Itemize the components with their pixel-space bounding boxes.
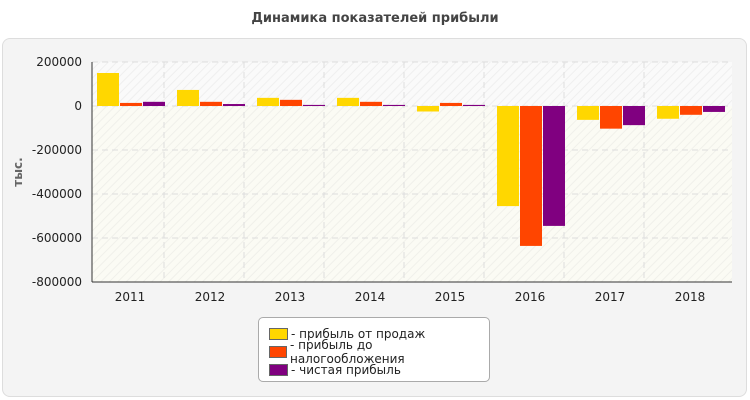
bar-2015-0 [417,106,439,112]
bar-2016-1 [520,106,542,246]
y-tick-label: -800000 [32,275,82,289]
legend-label: - прибыль от продаж [291,327,426,341]
bar-2013-0 [257,97,279,106]
legend-swatch [269,328,288,340]
x-tick-label: 2018 [675,290,706,304]
y-tick-label: -600000 [32,231,82,245]
x-tick-label: 2012 [195,290,226,304]
bar-2018-2 [703,106,725,112]
legend: - прибыль от продаж - прибыль до налогооб… [258,317,490,382]
bar-2012-1 [200,101,222,106]
y-tick-label: -200000 [32,143,82,157]
bar-2016-2 [543,106,565,226]
legend-label: - прибыль до налогообложения [289,338,405,366]
bar-2018-0 [657,106,679,119]
y-tick-label: 200000 [36,55,82,69]
x-tick-label: 2015 [435,290,466,304]
bar-2015-1 [440,102,462,106]
bar-2012-0 [177,89,199,106]
bar-2017-2 [623,106,645,126]
legend-label: - чистая прибыль [291,363,401,377]
bar-2018-1 [680,106,702,115]
y-tick-label: 0 [74,99,82,113]
y-tick-label: -400000 [32,187,82,201]
bar-2012-2 [223,104,245,106]
x-tick-label: 2011 [115,290,146,304]
bar-2013-2 [303,104,325,106]
legend-item[interactable]: - прибыль от продаж [269,325,479,343]
x-tick-label: 2014 [355,290,386,304]
bar-2011-1 [120,102,142,106]
bar-2014-1 [360,101,382,106]
bar-2017-1 [600,106,622,129]
bar-2011-2 [143,101,165,106]
bar-2011-0 [97,73,119,106]
legend-swatch [269,346,287,358]
bar-2014-0 [337,97,359,106]
bar-2014-2 [383,104,405,106]
bar-2013-1 [280,99,302,106]
legend-swatch [269,364,288,376]
y-axis-label: тыс. [11,157,25,186]
x-tick-label: 2016 [515,290,546,304]
x-tick-label: 2017 [595,290,626,304]
bar-2017-0 [577,106,599,120]
legend-item[interactable]: - прибыль до налогообложения [269,338,479,366]
bar-2016-0 [497,106,519,207]
chart-title: Динамика показателей прибыли [251,11,499,26]
legend-item[interactable]: - чистая прибыль [269,361,479,379]
bar-2015-2 [463,104,485,106]
x-tick-label: 2013 [275,290,306,304]
